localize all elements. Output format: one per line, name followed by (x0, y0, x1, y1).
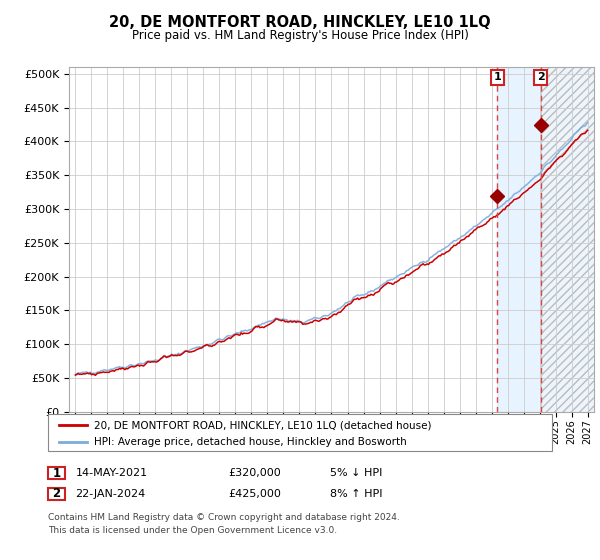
Bar (497, 67, 541, 412)
Text: 1: 1 (52, 466, 61, 480)
Text: £320,000: £320,000 (228, 468, 281, 478)
Text: £425,000: £425,000 (228, 489, 281, 499)
Text: 8% ↑ HPI: 8% ↑ HPI (330, 489, 383, 499)
Text: Contains HM Land Registry data © Crown copyright and database right 2024.: Contains HM Land Registry data © Crown c… (48, 514, 400, 522)
Text: 14-MAY-2021: 14-MAY-2021 (76, 468, 148, 478)
Text: 20, DE MONTFORT ROAD, HINCKLEY, LE10 1LQ (detached house): 20, DE MONTFORT ROAD, HINCKLEY, LE10 1LQ… (94, 421, 432, 430)
Text: 20, DE MONTFORT ROAD, HINCKLEY, LE10 1LQ: 20, DE MONTFORT ROAD, HINCKLEY, LE10 1LQ (109, 15, 491, 30)
Text: 22-JAN-2024: 22-JAN-2024 (76, 489, 146, 499)
Text: HPI: Average price, detached house, Hinckley and Bosworth: HPI: Average price, detached house, Hinc… (94, 437, 407, 447)
Text: 2: 2 (536, 72, 544, 82)
Bar (541, 67, 596, 412)
Text: 5% ↓ HPI: 5% ↓ HPI (330, 468, 382, 478)
Text: 2: 2 (52, 487, 61, 501)
Text: 1: 1 (494, 72, 502, 82)
Text: This data is licensed under the Open Government Licence v3.0.: This data is licensed under the Open Gov… (48, 526, 337, 535)
Bar (541, 67, 596, 412)
Text: Price paid vs. HM Land Registry's House Price Index (HPI): Price paid vs. HM Land Registry's House … (131, 29, 469, 42)
